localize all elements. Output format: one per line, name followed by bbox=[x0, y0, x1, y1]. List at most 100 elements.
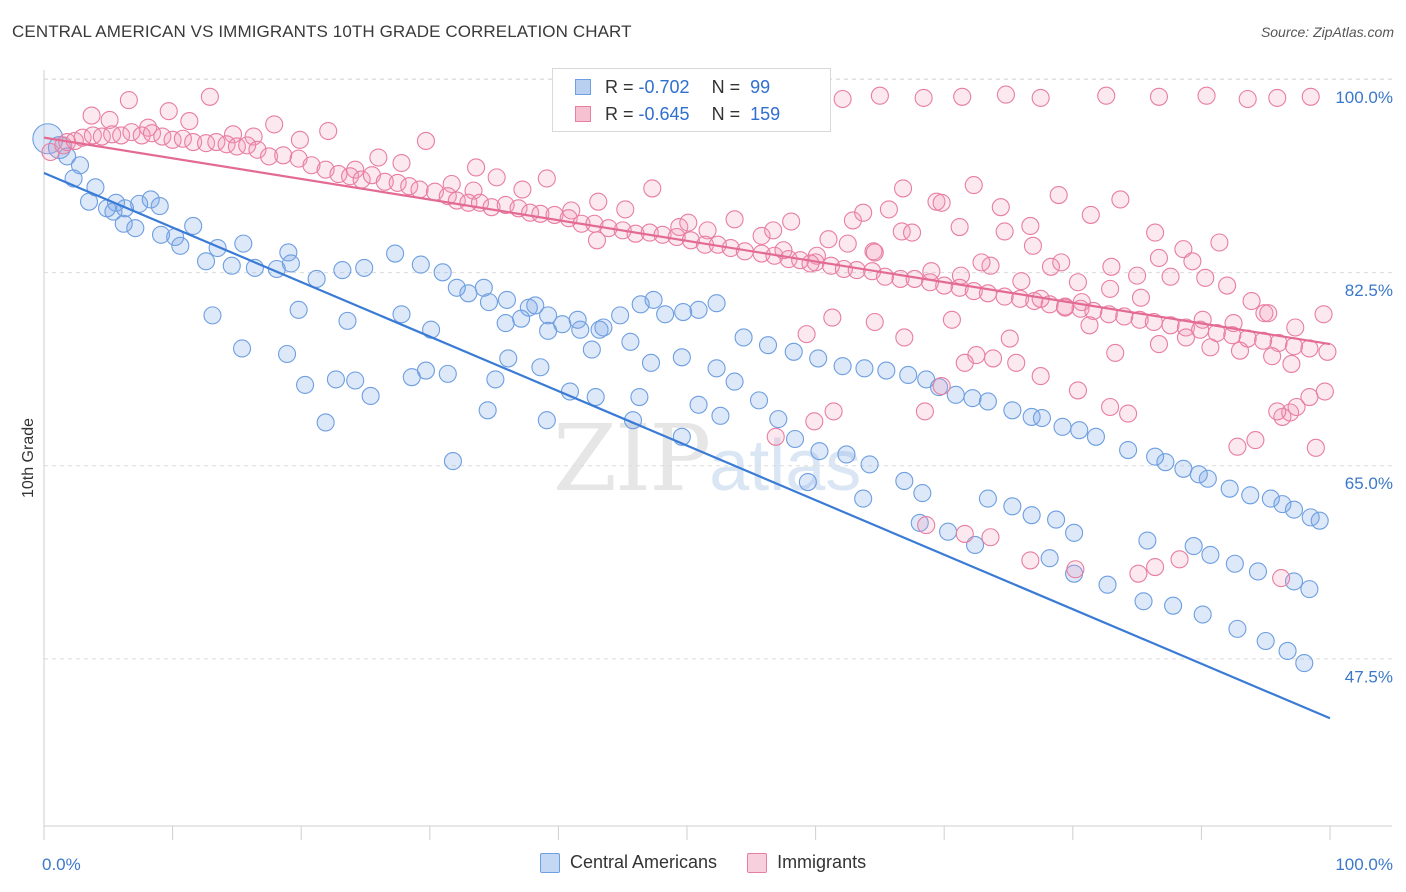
point-immigrants bbox=[290, 130, 309, 149]
point-central-americans bbox=[1070, 421, 1089, 440]
point-immigrants bbox=[955, 353, 974, 372]
point-central-americans bbox=[1278, 641, 1297, 660]
point-immigrants bbox=[1318, 342, 1337, 361]
point-central-americans bbox=[1138, 531, 1157, 550]
point-central-americans bbox=[899, 365, 918, 385]
point-central-americans bbox=[689, 395, 708, 414]
point-immigrants bbox=[764, 221, 783, 240]
point-immigrants bbox=[537, 169, 556, 188]
point-immigrants bbox=[902, 223, 922, 242]
point-immigrants bbox=[410, 180, 429, 199]
point-immigrants bbox=[955, 524, 974, 543]
trend-line-immigrants bbox=[43, 136, 1331, 346]
point-immigrants bbox=[1230, 341, 1250, 360]
point-immigrants bbox=[180, 112, 199, 131]
point-immigrants bbox=[1301, 87, 1320, 106]
point-immigrants bbox=[119, 91, 138, 110]
point-central-americans bbox=[326, 370, 345, 389]
point-immigrants bbox=[1080, 316, 1099, 335]
point-immigrants bbox=[83, 126, 102, 145]
point-central-americans bbox=[656, 305, 675, 324]
point-central-americans bbox=[281, 254, 300, 273]
point-central-americans bbox=[758, 336, 778, 355]
point-immigrants bbox=[854, 203, 873, 222]
point-immigrants bbox=[805, 412, 824, 431]
point-central-americans bbox=[70, 156, 90, 175]
point-central-americans bbox=[1256, 631, 1275, 651]
point-immigrants bbox=[819, 230, 838, 249]
point-central-americans bbox=[531, 358, 550, 377]
point-immigrants bbox=[248, 140, 267, 159]
point-central-americans bbox=[171, 236, 190, 255]
point-immigrants bbox=[1255, 304, 1274, 323]
point-immigrants bbox=[1102, 257, 1121, 276]
point-central-americans bbox=[333, 261, 352, 280]
point-immigrants bbox=[1268, 88, 1287, 107]
point-immigrants bbox=[200, 87, 219, 106]
point-immigrants bbox=[932, 193, 951, 212]
point-immigrants bbox=[865, 243, 884, 262]
point-central-americans bbox=[58, 147, 77, 166]
point-central-americans bbox=[289, 300, 308, 319]
point-immigrants bbox=[766, 427, 785, 446]
point-immigrants bbox=[1286, 318, 1305, 337]
point-central-americans bbox=[474, 278, 493, 297]
point-immigrants bbox=[950, 218, 969, 237]
point-central-americans bbox=[126, 219, 145, 238]
point-central-americans bbox=[641, 353, 661, 372]
legend-row-central-americans: R = -0.702 N = 99 bbox=[575, 75, 770, 99]
legend-swatch-central-americans bbox=[540, 852, 560, 873]
point-immigrants bbox=[1130, 310, 1149, 329]
point-immigrants bbox=[589, 192, 608, 211]
point-central-americans bbox=[855, 359, 874, 378]
point-immigrants bbox=[870, 86, 889, 105]
point-immigrants bbox=[1128, 266, 1147, 285]
point-central-americans bbox=[1119, 440, 1138, 460]
point-immigrants bbox=[981, 528, 1000, 547]
legend-item-immigrants[interactable]: Immigrants bbox=[747, 852, 866, 873]
point-immigrants bbox=[964, 176, 983, 195]
point-immigrants bbox=[843, 211, 862, 230]
point-central-americans bbox=[1174, 459, 1193, 478]
point-immigrants bbox=[122, 123, 141, 142]
point-immigrants bbox=[375, 172, 394, 191]
point-immigrants bbox=[416, 131, 435, 151]
point-central-americans bbox=[1022, 506, 1041, 525]
point-immigrants bbox=[1106, 343, 1125, 362]
point-immigrants bbox=[1149, 248, 1169, 268]
point-immigrants bbox=[1068, 273, 1087, 292]
point-immigrants bbox=[392, 153, 411, 173]
point-central-americans bbox=[1189, 465, 1208, 484]
point-central-americans bbox=[798, 473, 817, 492]
point-immigrants bbox=[1223, 326, 1242, 345]
point-central-americans bbox=[809, 349, 828, 368]
point-immigrants bbox=[752, 226, 771, 245]
point-central-americans bbox=[355, 258, 374, 277]
point-immigrants bbox=[1049, 185, 1068, 205]
chart-title: CENTRAL AMERICAN VS IMMIGRANTS 10TH GRAD… bbox=[12, 22, 632, 41]
point-central-americans bbox=[810, 442, 829, 461]
point-central-americans bbox=[939, 522, 958, 541]
point-immigrants bbox=[369, 148, 388, 167]
point-central-americans bbox=[296, 375, 315, 394]
point-immigrants bbox=[1246, 431, 1265, 450]
point-central-americans bbox=[1053, 417, 1072, 436]
point-central-americans bbox=[707, 359, 726, 378]
point-immigrants bbox=[1056, 298, 1075, 317]
point-immigrants bbox=[1000, 329, 1019, 348]
point-immigrants bbox=[1174, 240, 1193, 259]
legend-r-value: -0.645 bbox=[638, 103, 690, 124]
legend-n-label: N = bbox=[711, 76, 741, 97]
legend-item-central-americans[interactable]: Central Americans bbox=[540, 852, 717, 873]
point-central-americans bbox=[184, 216, 203, 236]
point-central-americans bbox=[644, 290, 663, 309]
point-central-americans bbox=[672, 348, 691, 367]
point-immigrants bbox=[1183, 252, 1202, 271]
point-immigrants bbox=[1149, 87, 1169, 106]
legend-n-value: 159 bbox=[750, 103, 781, 124]
point-central-americans bbox=[895, 471, 914, 490]
point-immigrants bbox=[341, 167, 360, 186]
point-central-americans bbox=[1003, 497, 1022, 516]
legend-swatch-immigrants bbox=[575, 106, 591, 122]
